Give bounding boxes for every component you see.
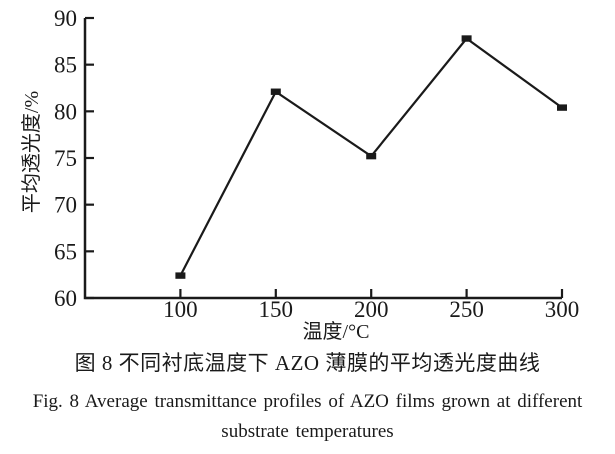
caption-english-line2: substrate temperatures — [221, 421, 394, 442]
transmittance-line-chart: 60 65 70 75 80 85 90 100 150 200 250 300 温度/°C 平均透光… — [20, 6, 579, 343]
chart-ticks: 60 65 70 75 80 85 90 100 150 200 250 300 — [54, 6, 579, 322]
data-point-marker — [461, 35, 472, 42]
chart-axes — [83, 18, 562, 300]
data-point-marker — [175, 272, 186, 279]
x-tick-label: 150 — [259, 297, 294, 322]
y-tick-label: 65 — [54, 239, 77, 264]
x-tick-label: 100 — [163, 297, 198, 322]
chart-series — [175, 35, 567, 279]
caption-chinese: 图 8 不同衬底温度下 AZO 薄膜的平均透光度曲线 — [74, 351, 541, 375]
y-tick-label: 80 — [54, 99, 77, 124]
axis-lines — [83, 18, 562, 300]
caption-english-line1: Fig. 8 Average transmittance profiles of… — [32, 391, 583, 412]
y-tick-label: 85 — [54, 53, 77, 78]
x-tick-label: 300 — [545, 297, 580, 322]
x-tick-label: 200 — [354, 297, 389, 322]
y-tick-label: 90 — [54, 6, 77, 31]
data-point-marker — [557, 104, 567, 111]
y-tick-label: 70 — [54, 193, 77, 218]
y-tick-label: 60 — [54, 286, 77, 311]
data-point-marker — [270, 88, 281, 95]
y-tick-label: 75 — [54, 146, 77, 171]
x-tick-label: 250 — [449, 297, 484, 322]
y-axis-label: 平均透光度/% — [20, 91, 43, 213]
data-point-marker — [366, 152, 377, 160]
x-axis-label: 温度/°C — [303, 320, 370, 343]
